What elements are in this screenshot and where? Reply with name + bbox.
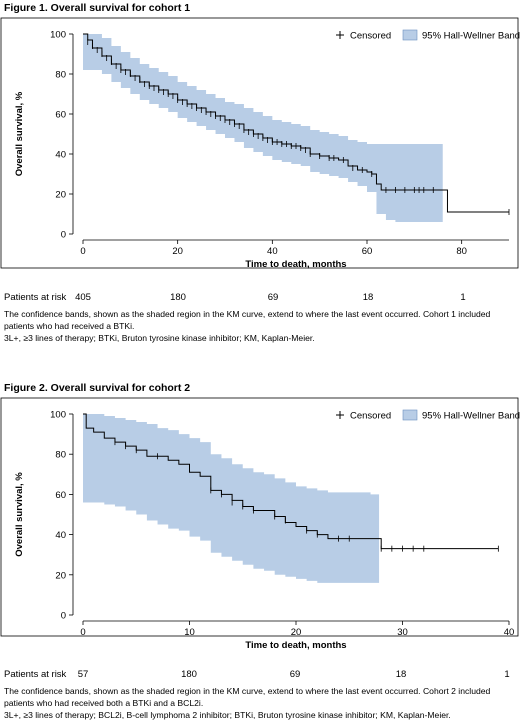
y-tick-label: 80 <box>55 450 66 461</box>
at-risk-count: 180 <box>181 669 197 680</box>
patients-at-risk-label: Patients at risk <box>4 292 67 303</box>
y-tick-label: 20 <box>55 190 66 201</box>
legend-label-censored: Censored <box>350 411 391 422</box>
x-tick-label: 20 <box>291 627 302 638</box>
figure-caption: The confidence bands, shown as the shade… <box>4 309 491 331</box>
censored-legend-icon <box>336 31 344 39</box>
x-tick-label: 60 <box>362 246 373 257</box>
x-tick-label: 0 <box>80 246 85 257</box>
legend-label-censored: Censored <box>350 31 391 42</box>
figure-2: Figure 2. Overall survival for cohort 2 … <box>0 380 520 726</box>
y-tick-label: 60 <box>55 490 66 501</box>
y-tick-label: 40 <box>55 150 66 161</box>
x-tick-label: 10 <box>184 627 195 638</box>
km-chart-cohort-2: 0 10 20 30 40 0 20 40 60 80 100 Time to death, mont… <box>0 397 520 651</box>
km-survival-curve <box>83 33 509 213</box>
figure-1: Figure 1. Overall survival for cohort 1 … <box>0 0 520 360</box>
at-risk-count: 69 <box>267 292 279 303</box>
at-risk-count: 18 <box>395 669 407 680</box>
x-tick-label: 80 <box>456 246 467 257</box>
x-tick-label: 30 <box>397 627 408 638</box>
y-tick-label: 0 <box>61 230 66 241</box>
confidence-band <box>83 414 380 615</box>
y-axis-label: Overall survival, % <box>14 91 25 176</box>
at-risk-count: 405 <box>75 292 91 303</box>
figure-title: Figure 1. Overall survival for cohort 1 <box>4 2 191 14</box>
at-risk-count: 18 <box>362 292 374 303</box>
x-axis-label: Time to death, months <box>245 640 346 651</box>
patients-at-risk-label: Patients at risk <box>4 669 67 680</box>
patients-at-risk-row: Patients at risk 405 180 69 18 1 <box>4 292 520 306</box>
y-tick-label: 80 <box>55 70 66 81</box>
abbreviations: 3L+, ≥3 lines of therapy; BCL2i, B-cell … <box>4 710 451 720</box>
y-tick-label: 0 <box>61 611 66 622</box>
at-risk-count: 1 <box>460 292 466 303</box>
plot-frame <box>0 397 519 637</box>
censored-legend-icon <box>336 411 344 419</box>
x-tick-label: 20 <box>172 246 183 257</box>
at-risk-count: 69 <box>289 669 301 680</box>
y-tick-label: 40 <box>55 530 66 541</box>
plot-frame <box>0 17 519 269</box>
figure-title: Figure 2. Overall survival for cohort 2 <box>4 382 191 394</box>
patients-at-risk-row: Patients at risk 57 180 69 18 1 <box>4 669 520 683</box>
at-risk-count: 57 <box>77 669 89 680</box>
figure-caption: The confidence bands, shown as the shade… <box>4 686 491 708</box>
at-risk-count: 180 <box>170 292 186 303</box>
y-axis-label: Overall survival, % <box>14 472 25 557</box>
x-tick-label: 40 <box>267 246 278 257</box>
abbreviations: 3L+, ≥3 lines of therapy; BTKi, Bruton t… <box>4 333 315 343</box>
band-legend-swatch <box>402 409 418 421</box>
band-legend-swatch <box>402 29 418 41</box>
y-tick-label: 60 <box>55 110 66 121</box>
x-axis-label: Time to death, months <box>245 259 346 270</box>
x-tick-label: 40 <box>504 627 515 638</box>
legend-label-band: 95% Hall-Wellner Band <box>422 411 520 422</box>
km-chart-cohort-1: 0 20 40 60 80 0 20 40 60 80 100 Time to death, mont… <box>0 17 520 270</box>
y-tick-label: 20 <box>55 570 66 581</box>
y-tick-label: 100 <box>50 30 66 41</box>
y-tick-label: 100 <box>50 410 66 421</box>
x-tick-label: 0 <box>80 627 85 638</box>
legend-label-band: 95% Hall-Wellner Band <box>422 31 520 42</box>
at-risk-count: 1 <box>504 669 510 680</box>
